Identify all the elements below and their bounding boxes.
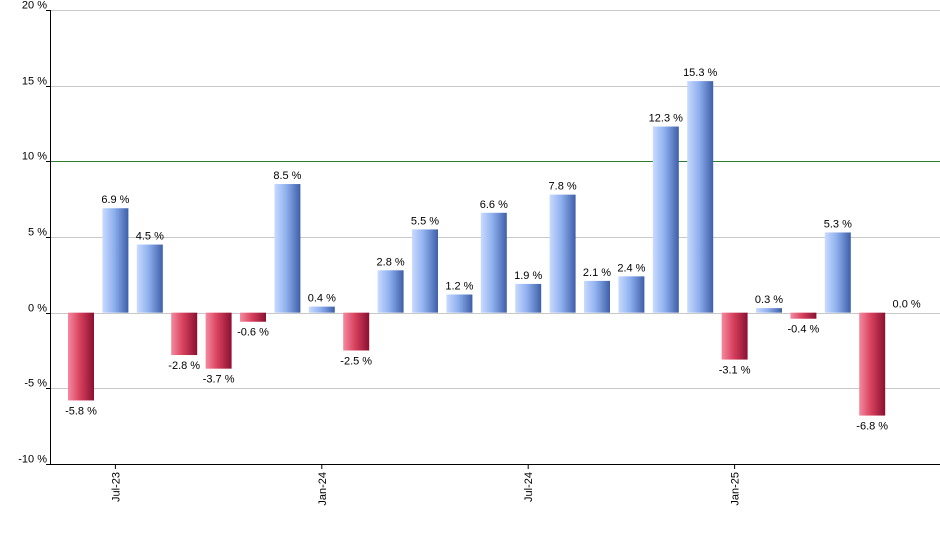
data-label: 15.3 % xyxy=(683,67,717,79)
bar xyxy=(205,312,232,369)
data-label: -3.1 % xyxy=(719,365,751,377)
bar xyxy=(652,126,679,313)
bar xyxy=(618,276,645,313)
y-tick-label: 5 % xyxy=(28,227,47,239)
data-label: 0.0 % xyxy=(893,299,921,311)
data-label: 4.5 % xyxy=(136,231,164,243)
bar xyxy=(171,312,198,356)
data-label: 2.8 % xyxy=(377,256,405,268)
data-label: 1.9 % xyxy=(514,270,542,282)
x-tick-label: Jan-24 xyxy=(317,472,329,506)
data-label: -3.7 % xyxy=(203,374,235,386)
data-label: -6.8 % xyxy=(856,421,888,433)
y-tick-label: 15 % xyxy=(22,76,47,88)
data-label: -5.8 % xyxy=(65,405,97,417)
axes: 20 % 15 % 10 % 5 % 0 % -5 % -10 % Jul-23 Jan-24 J… xyxy=(18,0,940,506)
bar xyxy=(308,306,335,313)
x-tick-label: Jul-24 xyxy=(523,472,535,502)
data-label: 0.4 % xyxy=(308,293,336,305)
data-label: 12.3 % xyxy=(649,113,683,125)
bar xyxy=(446,294,473,313)
data-label: -0.4 % xyxy=(788,324,820,336)
bar xyxy=(790,312,817,319)
data-label: 5.3 % xyxy=(824,218,852,230)
bar xyxy=(377,270,404,313)
bar xyxy=(515,283,542,313)
data-label: 2.1 % xyxy=(583,267,611,279)
y-tick-label: -10 % xyxy=(18,454,47,466)
bar xyxy=(721,312,748,360)
bar xyxy=(274,184,301,313)
bars xyxy=(68,81,886,416)
data-label: 1.2 % xyxy=(445,281,473,293)
x-tick-label: Jul-23 xyxy=(110,472,122,502)
data-labels: -5.8 % 6.9 % 4.5 % -2.8 %-3.7 % -0.6 % 8.5 % 0… xyxy=(65,67,921,432)
bar xyxy=(102,208,129,313)
x-tick-label: Jan-25 xyxy=(730,472,742,506)
bar xyxy=(343,312,370,351)
data-label: 2.4 % xyxy=(617,262,645,274)
bar xyxy=(549,194,576,313)
bar xyxy=(859,312,886,416)
y-tick-label: 0 % xyxy=(28,303,47,315)
data-label: 6.6 % xyxy=(480,199,508,211)
data-label: -0.6 % xyxy=(237,327,269,339)
bar xyxy=(240,312,266,322)
data-label: -2.8 % xyxy=(168,360,200,372)
bar xyxy=(584,280,610,313)
bar xyxy=(136,244,163,313)
y-tick-label: 10 % xyxy=(22,151,47,163)
y-tick-label: -5 % xyxy=(24,378,47,390)
data-label: 8.5 % xyxy=(273,170,301,182)
data-label: 5.5 % xyxy=(411,215,439,227)
data-label: 0.3 % xyxy=(755,294,783,306)
data-label: 6.9 % xyxy=(101,194,129,206)
bar xyxy=(824,232,851,313)
bar xyxy=(756,308,782,313)
y-tick-label: 20 % xyxy=(22,0,47,12)
bar xyxy=(412,229,438,313)
data-label: -2.5 % xyxy=(340,356,372,368)
data-label: 7.8 % xyxy=(549,181,577,193)
bar xyxy=(687,81,714,313)
bar xyxy=(480,212,507,313)
bar xyxy=(68,312,94,401)
